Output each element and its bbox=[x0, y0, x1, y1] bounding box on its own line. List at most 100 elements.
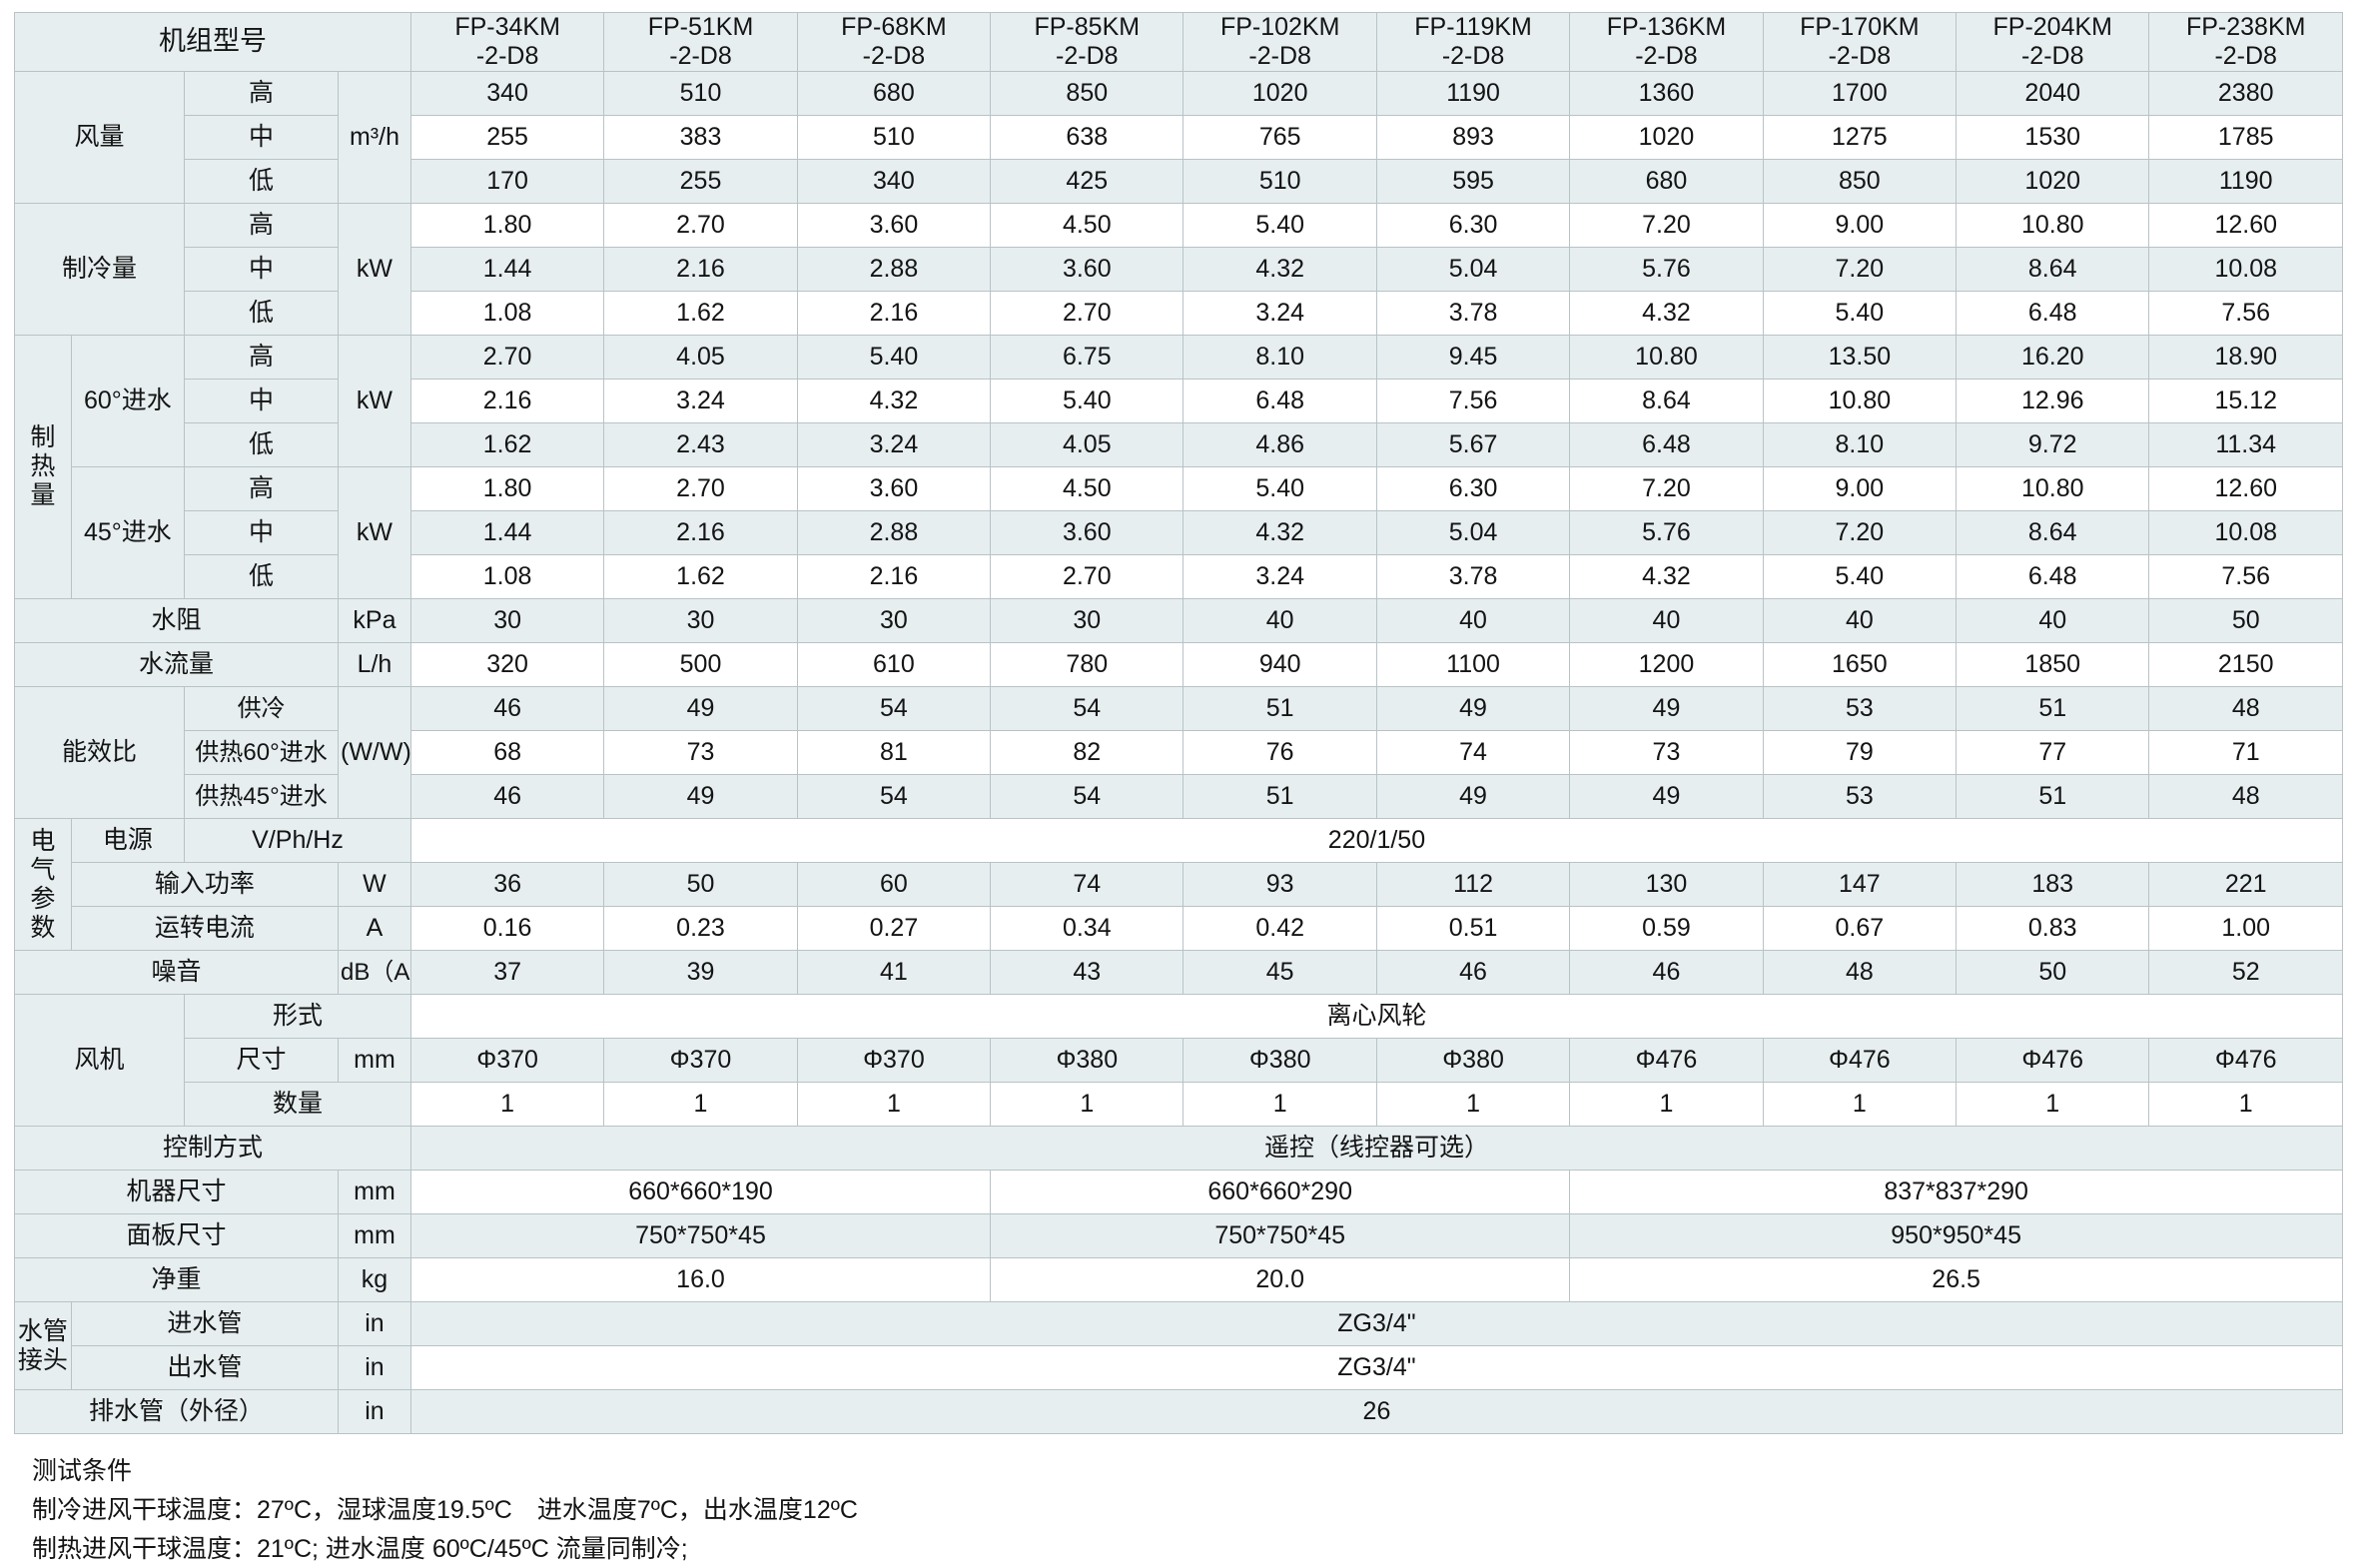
cell: 12.60 bbox=[2149, 467, 2343, 511]
label-speed-high: 高 bbox=[185, 467, 339, 511]
cell: 10.80 bbox=[1570, 336, 1763, 380]
cell-net-weight-group-1: 16.0 bbox=[410, 1258, 990, 1302]
unit-in: in bbox=[339, 1302, 411, 1346]
cell: 1.80 bbox=[410, 204, 603, 248]
unit-mm: mm bbox=[339, 1214, 411, 1258]
cell: 0.51 bbox=[1376, 907, 1569, 951]
label-running-current: 运转电流 bbox=[71, 907, 338, 951]
unit-lh: L/h bbox=[339, 643, 411, 687]
cell: 9.00 bbox=[1763, 204, 1956, 248]
cell: 170 bbox=[410, 160, 603, 204]
cell: Φ476 bbox=[2149, 1039, 2343, 1083]
header-model-title: 机组型号 bbox=[15, 13, 411, 72]
cell: 3.24 bbox=[604, 380, 797, 423]
cell: 40 bbox=[1376, 599, 1569, 643]
cell: 51 bbox=[1183, 687, 1376, 731]
label-eff-heat45: 供热45°进水 bbox=[185, 775, 339, 819]
label-outlet-pipe: 出水管 bbox=[71, 1346, 338, 1390]
cell: 74 bbox=[1376, 731, 1569, 775]
label-speed-mid: 中 bbox=[185, 511, 339, 555]
cell-machine-size-group-2: 660*660*290 bbox=[991, 1171, 1570, 1214]
cell-control-mode-value: 遥控（线控器可选） bbox=[410, 1127, 2342, 1171]
cell: 13.50 bbox=[1763, 336, 1956, 380]
cell: 3.60 bbox=[991, 248, 1183, 292]
label-input-power: 输入功率 bbox=[71, 863, 338, 907]
cell: Φ370 bbox=[410, 1039, 603, 1083]
row-power-source: 电 气 参 数 电源 V/Ph/Hz 220/1/50 bbox=[15, 819, 2343, 863]
cell: 76 bbox=[1183, 731, 1376, 775]
cell: 4.32 bbox=[1183, 248, 1376, 292]
cell: 1360 bbox=[1570, 72, 1763, 116]
cell: 1 bbox=[1570, 1083, 1763, 1127]
cell: 40 bbox=[1957, 599, 2149, 643]
cell: 130 bbox=[1570, 863, 1763, 907]
cell: 54 bbox=[991, 775, 1183, 819]
cell: 2.16 bbox=[797, 292, 990, 336]
cell: 6.48 bbox=[1957, 292, 2149, 336]
cell: 1.62 bbox=[410, 423, 603, 467]
cell: 255 bbox=[604, 160, 797, 204]
cell: 2380 bbox=[2149, 72, 2343, 116]
cell: 1190 bbox=[2149, 160, 2343, 204]
cell: 10.80 bbox=[1957, 204, 2149, 248]
cell: 2.70 bbox=[604, 204, 797, 248]
cell: 1020 bbox=[1183, 72, 1376, 116]
cell: 765 bbox=[1183, 116, 1376, 160]
cell: 10.08 bbox=[2149, 511, 2343, 555]
cell: 5.40 bbox=[991, 380, 1183, 423]
specification-table: 机组型号 FP-34KM-2-D8 FP-51KM-2-D8 FP-68KM-2… bbox=[14, 12, 2343, 1434]
label-speed-mid: 中 bbox=[185, 116, 339, 160]
unit-ww: (W/W) bbox=[339, 687, 411, 819]
cell-panel-size-group-1: 750*750*45 bbox=[410, 1214, 990, 1258]
cell: 1650 bbox=[1763, 643, 1956, 687]
cell: 0.83 bbox=[1957, 907, 2149, 951]
cell: 3.60 bbox=[991, 511, 1183, 555]
cell: 340 bbox=[410, 72, 603, 116]
cell: 7.20 bbox=[1570, 204, 1763, 248]
cell: 18.90 bbox=[2149, 336, 2343, 380]
cell: 1 bbox=[1957, 1083, 2149, 1127]
cell-machine-size-group-3: 837*837*290 bbox=[1570, 1171, 2343, 1214]
row-drain-pipe: 排水管（外径） in 26 bbox=[15, 1390, 2343, 1434]
label-panel-size: 面板尺寸 bbox=[15, 1214, 339, 1258]
cell: 940 bbox=[1183, 643, 1376, 687]
cell: 680 bbox=[1570, 160, 1763, 204]
cell: 1530 bbox=[1957, 116, 2149, 160]
cell: 7.20 bbox=[1570, 467, 1763, 511]
cell: 8.64 bbox=[1957, 511, 2149, 555]
cell: 5.04 bbox=[1376, 511, 1569, 555]
cell: 2.43 bbox=[604, 423, 797, 467]
cell: 79 bbox=[1763, 731, 1956, 775]
cell: 2.70 bbox=[410, 336, 603, 380]
cell-fan-type-value: 离心风轮 bbox=[410, 995, 2342, 1039]
cell: 7.56 bbox=[1376, 380, 1569, 423]
cell: 46 bbox=[410, 687, 603, 731]
cell-panel-size-group-3: 950*950*45 bbox=[1570, 1214, 2343, 1258]
header-model-1: FP-34KM-2-D8 bbox=[410, 13, 603, 72]
cell: 2.70 bbox=[604, 467, 797, 511]
cell: 1 bbox=[991, 1083, 1183, 1127]
header-model-6: FP-119KM-2-D8 bbox=[1376, 13, 1569, 72]
unit-kpa: kPa bbox=[339, 599, 411, 643]
cell: 81 bbox=[797, 731, 990, 775]
cell: 12.60 bbox=[2149, 204, 2343, 248]
cell: 850 bbox=[1763, 160, 1956, 204]
label-speed-low: 低 bbox=[185, 160, 339, 204]
label-water-joint: 水管 接头 bbox=[15, 1302, 72, 1390]
cell: 9.72 bbox=[1957, 423, 2149, 467]
cell: 510 bbox=[604, 72, 797, 116]
cell: 7.20 bbox=[1763, 248, 1956, 292]
cell: 6.48 bbox=[1183, 380, 1376, 423]
label-net-weight: 净重 bbox=[15, 1258, 339, 1302]
header-model-10: FP-238KM-2-D8 bbox=[2149, 13, 2343, 72]
cell: 1850 bbox=[1957, 643, 2149, 687]
cell: 1020 bbox=[1957, 160, 2149, 204]
label-speed-low: 低 bbox=[185, 423, 339, 467]
cell: 3.24 bbox=[797, 423, 990, 467]
cell: 4.50 bbox=[991, 204, 1183, 248]
cell: 68 bbox=[410, 731, 603, 775]
